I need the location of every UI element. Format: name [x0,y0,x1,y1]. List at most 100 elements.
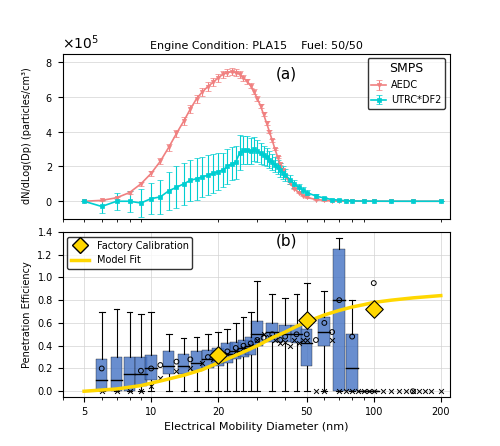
Point [147,382,155,389]
Point [266,333,274,340]
#FFD700 [180,372,186,378]
Point [379,388,387,395]
Line: #FFD700: #FFD700 [84,296,441,391]
Point [302,331,310,338]
Point [204,354,212,361]
Point [156,362,164,369]
Y-axis label: dN/dLog(Dp) (particles/cm³): dN/dLog(Dp) (particles/cm³) [22,68,32,204]
Bar [334,249,345,391]
Point [260,334,268,341]
Point [437,388,445,395]
Legend: Factory Calibration, Model Fit: Factory Calibration, Model Fit [68,237,192,269]
Point [276,336,284,343]
Bar [145,355,156,380]
Point [186,356,194,363]
Point [246,340,254,347]
Bar [178,354,190,374]
Bar [252,321,263,346]
Bar [279,325,291,342]
Point [186,365,194,372]
#FFD700 [360,302,366,307]
Point [348,333,356,340]
Point [240,344,248,351]
Point [137,367,145,374]
Bar [135,357,146,385]
Point [292,331,300,338]
Bar [290,325,302,343]
Bar [222,343,233,363]
Bar [244,337,256,355]
#FFD700 [254,343,260,348]
Point [224,350,232,357]
#FFD700 [200,367,205,372]
Bar [163,351,174,374]
Point [312,388,320,395]
Point [370,306,378,313]
Point [254,336,262,343]
Point [281,339,289,346]
Point [172,367,180,374]
Point [409,388,417,395]
Point [126,388,134,395]
Point [342,388,350,395]
Point [147,365,155,372]
#FFD700 [114,386,119,392]
Text: (b): (b) [276,233,297,248]
#FFD700 [269,335,275,340]
Bar [110,357,122,391]
Point [214,351,222,359]
Point [246,342,254,349]
#FFD700 [282,329,288,334]
Point [98,388,106,395]
Point [260,331,268,338]
Point [365,388,373,395]
Bar [212,348,224,366]
Point [299,336,307,343]
Point [268,331,276,338]
#FFD700 [158,378,164,384]
Point [198,359,206,366]
Point [328,328,336,335]
Point [232,344,240,351]
Point [388,388,396,395]
Point [320,319,328,326]
Bar [96,359,108,391]
Point [137,388,145,395]
Point [290,336,298,343]
Point [286,342,294,349]
Point [426,388,434,395]
Legend: AEDC, UTRC*DF2: AEDC, UTRC*DF2 [368,58,445,109]
Point [302,336,310,343]
#FFD700 [236,351,242,356]
#FFD700 [336,308,342,313]
Point [348,388,356,395]
#FFD700 [410,295,416,301]
Point [312,336,320,343]
Point [360,388,368,395]
Bar [190,351,202,371]
Point [354,388,362,395]
Point [402,388,410,395]
Point [336,388,344,395]
Point [214,351,222,359]
#FFD700 [388,297,394,303]
Bar [202,350,213,368]
#FFD700 [81,388,87,394]
Point [302,316,310,323]
Point [415,388,423,395]
Point [320,388,328,395]
Point [276,340,284,347]
Title: Engine Condition: PLA15    Fuel: 50/50: Engine Condition: PLA15 Fuel: 50/50 [150,41,362,51]
#FFD700 [138,383,144,388]
#FFD700 [371,300,377,305]
Point [421,388,429,395]
#FFD700 [215,360,221,365]
Text: (a): (a) [276,66,297,81]
Point [240,342,248,349]
Bar [238,340,249,357]
Point [328,336,336,343]
Bar [266,323,278,342]
Point [271,336,279,343]
Y-axis label: Penetration Efficiency: Penetration Efficiency [22,261,32,368]
Point [254,336,262,343]
